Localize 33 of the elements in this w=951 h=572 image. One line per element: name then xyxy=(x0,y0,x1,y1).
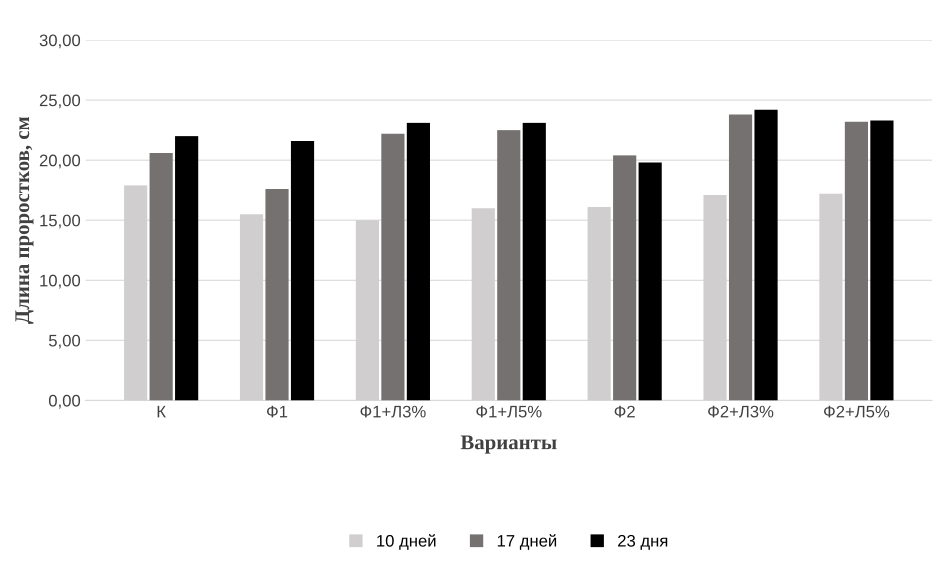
x-tick-label: Ф2+Л3% xyxy=(708,406,774,418)
bar xyxy=(265,188,289,400)
y-tick-label: 30,00 xyxy=(40,34,80,48)
legend-label: 23 дня xyxy=(618,534,668,550)
x-tick-label: К xyxy=(158,406,166,418)
bar xyxy=(290,140,314,400)
x-axis-title: Варианты xyxy=(460,436,557,454)
bar xyxy=(870,120,894,400)
legend-label: 17 дней xyxy=(498,534,556,550)
y-tick-label: 0,00 xyxy=(48,394,80,409)
y-tick-label: 15,00 xyxy=(40,214,80,228)
bar xyxy=(406,122,430,400)
x-tick-label: Ф2+Л5% xyxy=(824,406,890,418)
y-tick-label: 25,00 xyxy=(40,94,80,108)
legend-label: 10 дней xyxy=(377,534,436,550)
bar xyxy=(497,130,520,400)
bar xyxy=(844,122,868,400)
bar xyxy=(381,134,404,400)
y-axis-title: Длина проростков, см xyxy=(15,116,34,324)
x-tick-label: Ф1 xyxy=(267,406,288,418)
bar xyxy=(638,162,662,400)
bar xyxy=(728,114,752,400)
y-tick-label: 10,00 xyxy=(40,274,80,288)
x-tick-label: Ф1+Л5% xyxy=(476,406,542,418)
y-tick-label: 5,00 xyxy=(48,334,80,349)
y-tick-label: 20,00 xyxy=(40,154,80,168)
bar xyxy=(522,122,546,400)
x-tick-label: Ф2 xyxy=(614,406,635,418)
bar xyxy=(613,155,636,400)
bar xyxy=(754,110,778,400)
bar xyxy=(175,136,198,400)
bar xyxy=(150,152,173,400)
x-tick-label: Ф1+Л3% xyxy=(360,406,426,418)
